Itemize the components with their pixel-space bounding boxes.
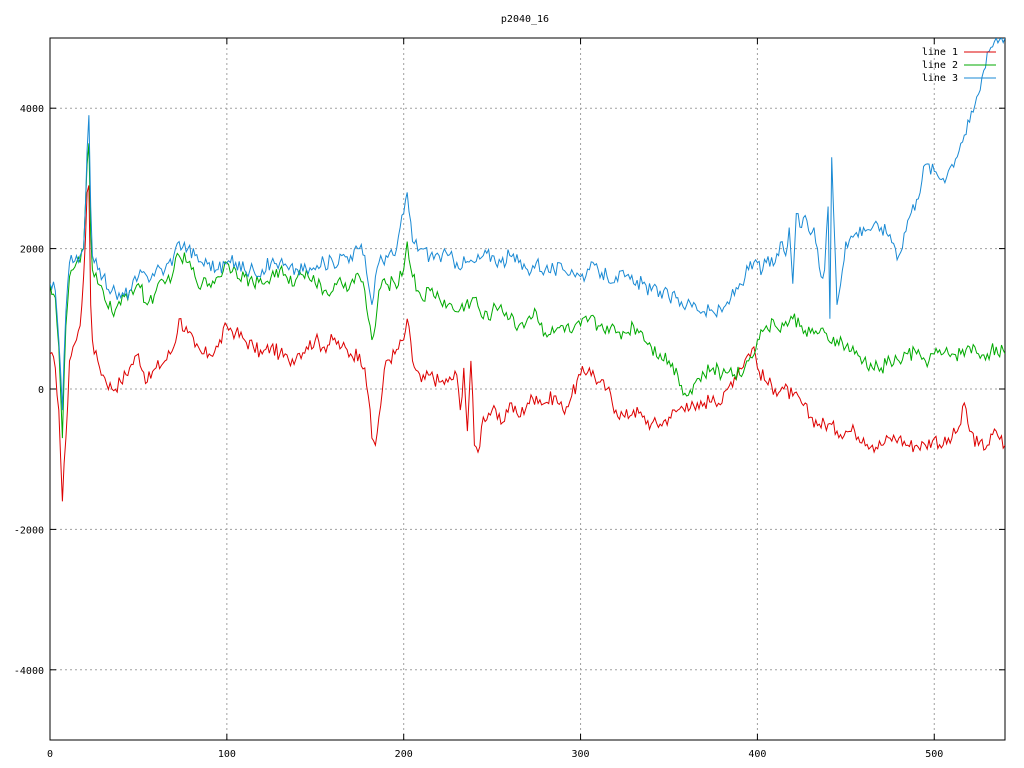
x-tick-label: 300 [572, 749, 590, 760]
legend-label-2: line 2 [922, 60, 958, 71]
series-line-1 [50, 185, 1005, 502]
x-tick-label: 500 [925, 749, 943, 760]
legend: line 1 line 2 line 3 [922, 47, 996, 84]
y-tick-label: 0 [38, 385, 44, 396]
x-tick-label: 0 [47, 749, 53, 760]
y-tick-label: -4000 [14, 666, 44, 677]
x-tick-label: 100 [218, 749, 236, 760]
legend-label-1: line 1 [922, 47, 958, 58]
series-line-3 [50, 38, 1005, 411]
x-tick-label: 400 [748, 749, 766, 760]
legend-label-3: line 3 [922, 73, 958, 84]
y-tick-label: 4000 [20, 104, 44, 115]
grid [50, 38, 1005, 740]
axes: 0 100 200 300 400 500 -4000 -2000 0 2000 4000 [14, 37, 1006, 760]
series-line-2 [50, 143, 1005, 439]
series-lines [50, 38, 1005, 502]
y-tick-label: -2000 [14, 525, 44, 536]
y-tick-label: 2000 [20, 245, 44, 256]
chart-title: p2040_16 [501, 14, 549, 25]
x-tick-label: 200 [395, 749, 413, 760]
